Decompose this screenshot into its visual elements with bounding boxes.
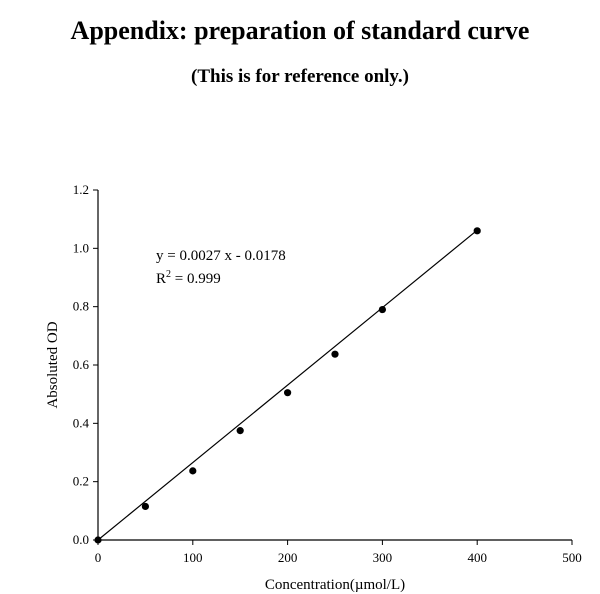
data-point <box>236 427 244 435</box>
y-tick-label: 0.8 <box>73 299 89 314</box>
y-tick-label: 1.0 <box>73 240 89 255</box>
data-point <box>94 536 102 544</box>
data-point <box>141 502 149 511</box>
y-tick-label: 0.4 <box>73 415 90 430</box>
data-points <box>94 227 481 544</box>
x-tick-label: 400 <box>467 550 487 565</box>
x-tick-label: 0 <box>95 550 102 565</box>
y-tick-label: 0.6 <box>73 357 90 372</box>
y-tick-label: 0.2 <box>73 474 89 489</box>
y-tick-label: 1.2 <box>73 182 89 197</box>
data-point <box>284 389 292 397</box>
x-tick-label: 100 <box>183 550 203 565</box>
x-tick-label: 300 <box>373 550 393 565</box>
r-squared-annotation: R2 = 0.999 <box>156 269 221 287</box>
equation-annotation: y = 0.0027 x - 0.0178 <box>156 248 286 264</box>
y-tick-label: 0.0 <box>73 532 89 547</box>
data-point <box>473 227 481 235</box>
data-point <box>189 467 197 475</box>
data-point <box>378 305 386 314</box>
trendline-group <box>97 229 478 541</box>
ticks: 0 100 200 300 400 500 0.0 0.2 0.4 0.6 0.8 1.0 1.2 <box>73 182 582 565</box>
page-title: Appendix: preparation of standard curve <box>70 16 530 45</box>
page-subtitle: (This is for reference only.) <box>191 66 409 87</box>
data-point <box>331 350 339 358</box>
y-axis-label: Absoluted OD <box>45 321 61 408</box>
x-tick-label: 500 <box>562 550 582 565</box>
trendline <box>97 229 478 541</box>
x-tick-label: 200 <box>278 550 298 565</box>
x-axis-label: Concentration(µmol/L) <box>265 577 405 593</box>
axes <box>97 190 572 541</box>
